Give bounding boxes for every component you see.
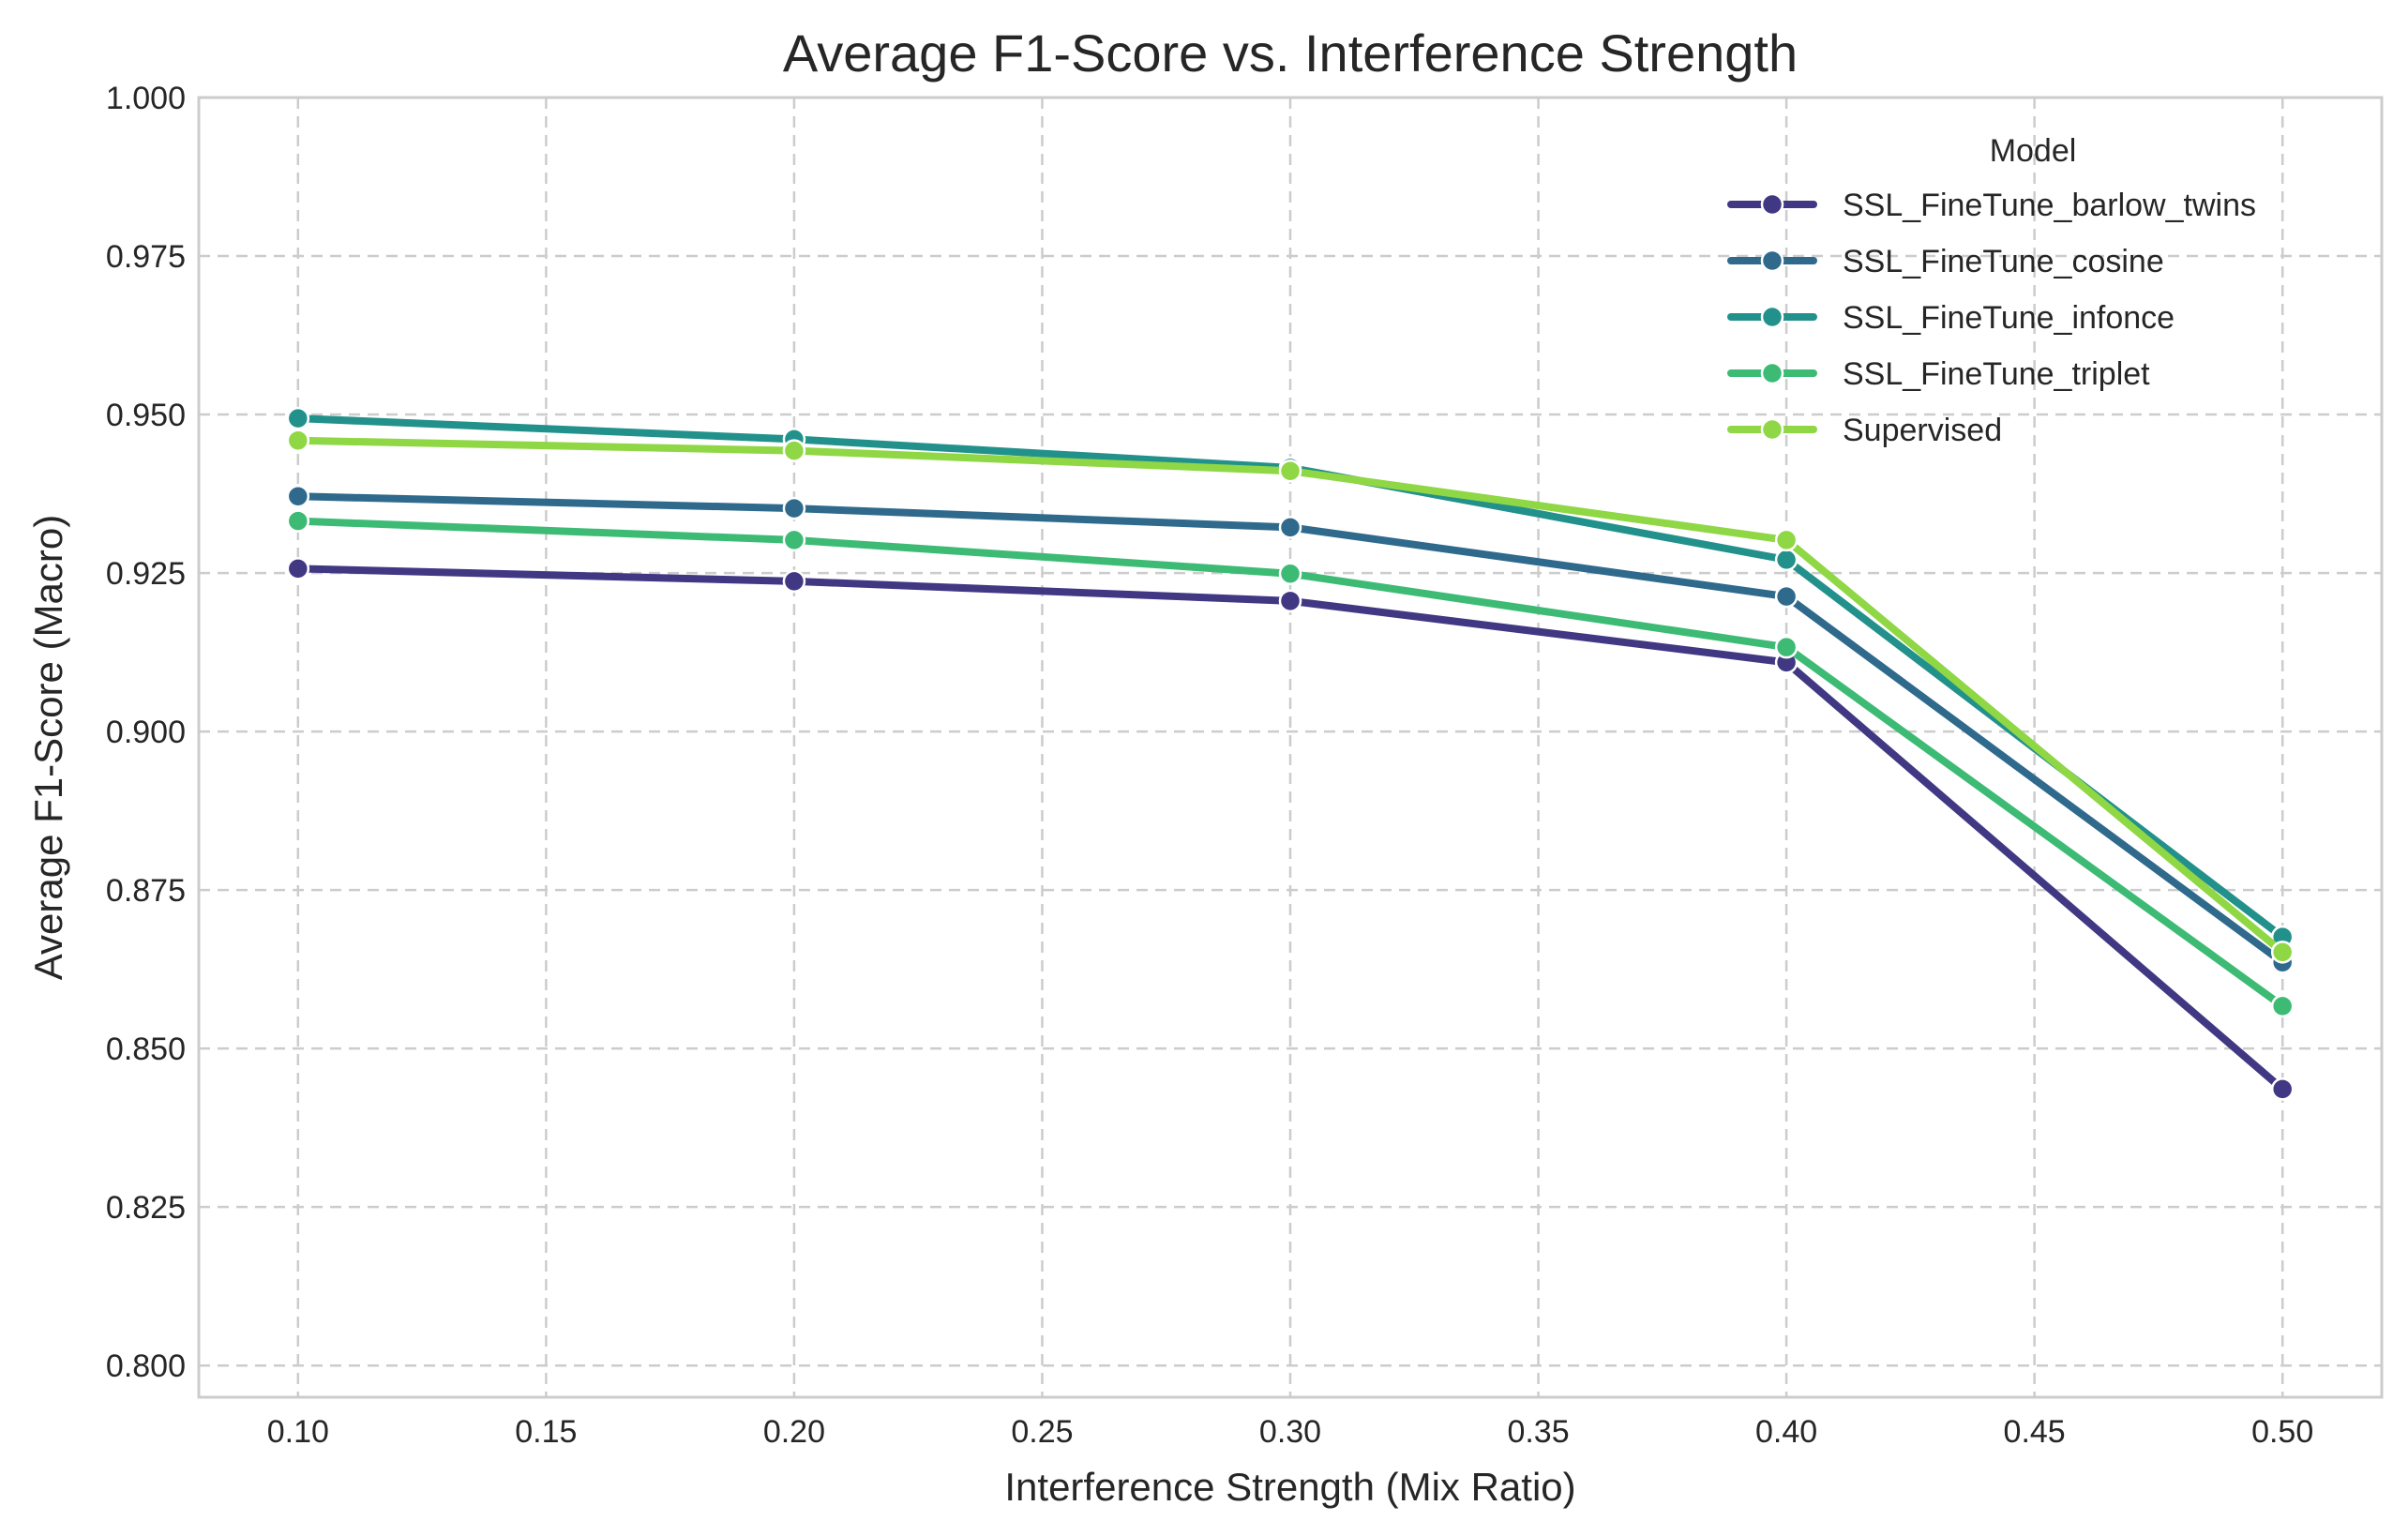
x-tick-label: 0.35: [1507, 1414, 1569, 1450]
data-point: [2270, 1077, 2295, 1101]
data-point: [1774, 548, 1798, 572]
plot-frame: [197, 96, 2384, 1399]
y-tick-label: 0.850: [106, 1032, 186, 1067]
data-point: [1278, 459, 1302, 483]
series-SSL_FineTune_cosine: [286, 485, 2295, 974]
data-point: [782, 439, 806, 462]
legend-item: SSL_FineTune_triplet: [1727, 356, 2150, 392]
legend-title: Model: [1990, 133, 2077, 169]
data-point: [1278, 516, 1302, 539]
y-axis-label: Average F1-Score (Macro): [26, 515, 70, 980]
x-tick-label: 0.40: [1755, 1414, 1817, 1450]
data-point: [2270, 941, 2295, 964]
data-point: [782, 528, 806, 552]
legend-label: SSL_FineTune_triplet: [1843, 356, 2150, 392]
x-tick-label: 0.30: [1259, 1414, 1321, 1450]
legend-marker: [1760, 192, 1784, 217]
y-tick-label: 1.000: [106, 81, 186, 116]
series-SSL_FineTune_infonce: [286, 406, 2295, 949]
tick-layer: 0.10 0.15 0.20 0.25 0.30 0.35 0.40 0.45 0.50 0.80…: [106, 81, 2313, 1450]
legend-marker: [1760, 417, 1784, 442]
legend-marker: [1760, 305, 1784, 329]
legend-label: Supervised: [1843, 413, 2002, 448]
data-point: [1774, 528, 1798, 552]
x-tick-label: 0.20: [763, 1414, 825, 1450]
x-tick-label: 0.15: [515, 1414, 577, 1450]
y-tick-label: 0.825: [106, 1190, 186, 1226]
data-point: [286, 406, 310, 430]
data-point: [1774, 635, 1798, 659]
x-tick-label: 0.10: [267, 1414, 329, 1450]
data-point: [782, 496, 806, 520]
grid-layer: [199, 98, 2382, 1397]
data-point: [1278, 562, 1302, 585]
series-SSL_FineTune_triplet: [286, 509, 2295, 1018]
legend-marker: [1760, 248, 1784, 273]
data-point: [782, 569, 806, 594]
data-point: [286, 557, 310, 580]
legend-item: SSL_FineTune_cosine: [1727, 244, 2164, 279]
data-point: [1278, 589, 1302, 613]
legend-label: SSL_FineTune_cosine: [1843, 244, 2164, 279]
data-point: [286, 485, 310, 508]
legend: Model SSL_FineTune_barlow_twins SSL_FineT…: [1727, 133, 2256, 448]
data-point: [286, 509, 310, 533]
y-tick-label: 0.875: [106, 873, 186, 909]
series-layer: [286, 406, 2295, 1101]
x-tick-label: 0.50: [2251, 1414, 2313, 1450]
x-tick-label: 0.25: [1011, 1414, 1073, 1450]
legend-item: SSL_FineTune_infonce: [1727, 300, 2175, 336]
legend-label: SSL_FineTune_barlow_twins: [1843, 188, 2256, 223]
y-tick-label: 0.975: [106, 239, 186, 275]
legend-label: SSL_FineTune_infonce: [1843, 300, 2175, 336]
y-tick-label: 0.900: [106, 715, 186, 750]
series-Supervised: [286, 429, 2295, 964]
legend-item: SSL_FineTune_barlow_twins: [1727, 188, 2256, 223]
y-tick-label: 0.950: [106, 398, 186, 433]
data-point: [1774, 584, 1798, 609]
chart-title: Average F1-Score vs. Interference Streng…: [783, 23, 1798, 83]
legend-item: Supervised: [1727, 413, 2002, 448]
data-point: [2270, 994, 2295, 1018]
x-tick-label: 0.45: [2004, 1414, 2066, 1450]
data-point: [286, 429, 310, 453]
legend-marker: [1760, 361, 1784, 385]
x-axis-label: Interference Strength (Mix Ratio): [1004, 1465, 1575, 1509]
y-tick-label: 0.800: [106, 1348, 186, 1384]
y-tick-label: 0.925: [106, 556, 186, 592]
